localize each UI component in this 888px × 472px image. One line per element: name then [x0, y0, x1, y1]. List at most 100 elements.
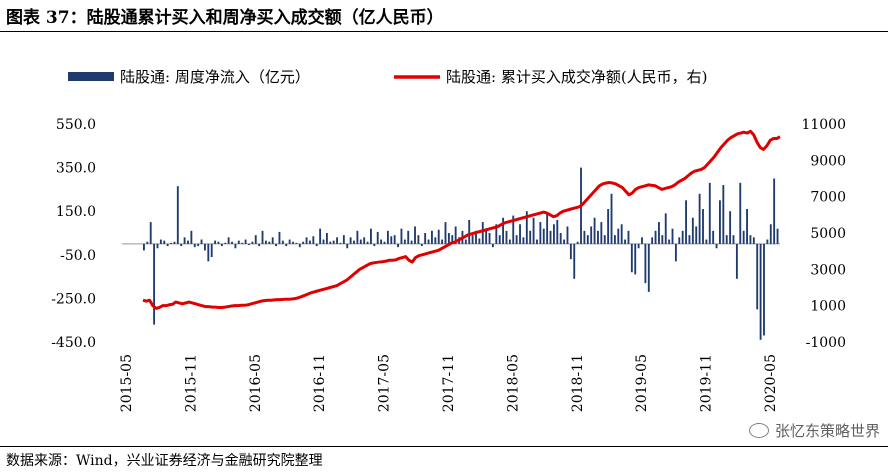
bar: [536, 239, 538, 244]
bar: [559, 233, 562, 244]
bar: [725, 235, 728, 244]
bar: [658, 222, 660, 244]
bar: [325, 233, 328, 244]
bar: [702, 209, 704, 244]
bar: [732, 235, 735, 244]
bar: [759, 243, 762, 340]
right-tick-label: 11000: [801, 117, 846, 133]
bar: [637, 243, 640, 249]
bar: [363, 237, 366, 244]
x-tick-label: 2015-05: [119, 354, 135, 412]
bar: [668, 239, 671, 244]
left-tick-label: 550.0: [56, 117, 96, 133]
bar: [569, 243, 572, 260]
bar: [624, 239, 626, 244]
bar: [417, 235, 420, 244]
right-tick-label: 3000: [810, 262, 846, 278]
bar: [566, 226, 569, 244]
bar: [254, 235, 257, 244]
bar: [610, 193, 613, 244]
bar: [769, 224, 772, 244]
bar: [491, 243, 494, 248]
right-axis-ticks: 11000 9000 7000 5000 3000 1000 -1000: [801, 117, 846, 351]
bar: [695, 226, 698, 244]
bar: [390, 236, 393, 244]
bar: [370, 228, 372, 244]
bar: [414, 226, 416, 244]
bar: [613, 235, 616, 244]
left-tick-label: 150.0: [56, 204, 96, 220]
bar: [143, 243, 145, 251]
bar: [278, 231, 281, 244]
legend: 陆股通: 周度净流入（亿元） 陆股通: 累计买入成交净额(人民币，右): [68, 68, 708, 86]
bar: [353, 240, 355, 244]
bar: [735, 243, 738, 279]
bar: [647, 243, 650, 292]
bar: [600, 222, 603, 244]
bar: [495, 224, 498, 244]
bar: [424, 233, 427, 244]
bar: [654, 230, 657, 244]
bar: [678, 237, 681, 244]
bar: [346, 243, 349, 249]
bar: [674, 243, 677, 262]
bar: [359, 239, 362, 244]
bar: [373, 243, 376, 247]
bar: [241, 242, 244, 244]
bar: [264, 240, 267, 244]
right-tick-label: 9000: [810, 153, 846, 169]
bar: [410, 240, 413, 244]
legend-entry-cumulative: 陆股通: 累计买入成交净额(人民币，右): [446, 68, 708, 86]
bar: [508, 239, 511, 244]
bar: [552, 224, 555, 244]
bar: [197, 243, 200, 247]
bar: [231, 241, 233, 244]
bar: [176, 186, 179, 244]
bar: [715, 243, 718, 249]
bar: [525, 211, 528, 244]
line-series-cumulative: [142, 129, 781, 310]
bar: [681, 230, 684, 244]
bar: [756, 243, 759, 310]
x-tick-label: 2018-05: [505, 354, 521, 412]
bar: [349, 237, 352, 244]
bar: [309, 240, 311, 244]
bar: [203, 243, 206, 251]
bar: [475, 230, 477, 244]
bar: [644, 243, 647, 284]
bar: [183, 237, 186, 244]
bar: [251, 241, 254, 244]
bar: [634, 243, 637, 275]
bar: [752, 237, 755, 244]
bar: [549, 230, 552, 244]
bar: [773, 178, 776, 244]
x-tick-label: 2017-11: [441, 354, 457, 412]
bar: [661, 235, 664, 244]
bar: [339, 242, 342, 244]
x-tick-label: 2015-11: [183, 354, 199, 412]
bar: [437, 229, 440, 244]
bar: [481, 222, 484, 244]
bar: [207, 243, 210, 262]
bar: [739, 182, 742, 244]
bar: [620, 224, 623, 244]
bar: [244, 239, 247, 244]
bar: [187, 240, 189, 244]
bar: [471, 235, 474, 244]
bar: [688, 235, 691, 244]
bar: [586, 235, 589, 244]
bar: [691, 217, 694, 244]
bar: [427, 239, 430, 244]
bar: [712, 230, 715, 244]
bar: [454, 226, 457, 244]
left-axis-ticks: 550.0 350.0 150.0 -50.0 -250.0 -450.0: [51, 117, 96, 351]
bar: [539, 222, 542, 244]
bar: [529, 230, 532, 244]
bar: [590, 226, 593, 244]
source-note: 数据来源：Wind，兴业证券经济与金融研究院整理: [6, 453, 323, 469]
legend-bar-swatch: [68, 72, 114, 81]
bar: [173, 241, 176, 244]
bar: [447, 233, 450, 244]
bar: [312, 236, 315, 244]
bar: [193, 243, 196, 248]
